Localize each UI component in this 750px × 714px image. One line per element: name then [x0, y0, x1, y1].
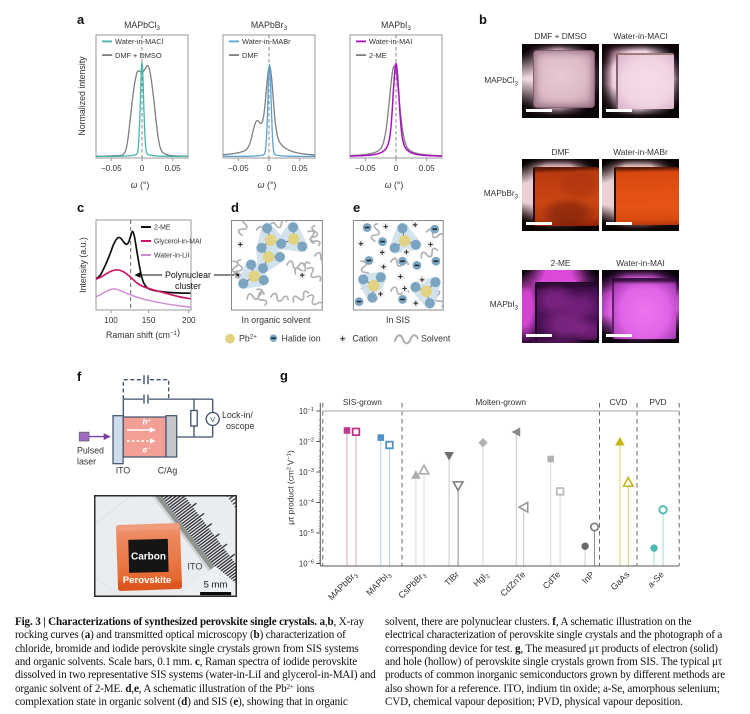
svg-text:Glycerol-in-MAI: Glycerol-in-MAI: [154, 239, 202, 246]
svg-text:Molten-grown: Molten-grown: [475, 397, 526, 407]
svg-text:0.05: 0.05: [165, 164, 181, 173]
svg-text:10−6: 10−6: [299, 559, 314, 568]
svg-text:MAPbBr3: MAPbBr3: [251, 20, 288, 32]
svg-text:C/Ag: C/Ag: [158, 466, 178, 476]
svg-text:Halide ion: Halide ion: [282, 334, 321, 344]
svg-text:MAPbI3: MAPbI3: [364, 569, 394, 599]
svg-text:ω (°): ω (°): [131, 180, 150, 190]
svg-text:ω (°): ω (°): [385, 180, 404, 190]
svg-text:Water-in-MACl: Water-in-MACl: [115, 37, 164, 46]
svg-text:−0.05: −0.05: [355, 164, 376, 173]
svg-text:Water-in-LiI: Water-in-LiI: [154, 253, 189, 260]
svg-text:Water-in-MABr: Water-in-MABr: [242, 37, 291, 46]
svg-text:μτ product (cm2 V−1): μτ product (cm2 V−1): [286, 450, 296, 525]
svg-text:oscope: oscope: [226, 421, 254, 431]
svg-text:0.05: 0.05: [292, 164, 308, 173]
svg-text:e−: e−: [143, 446, 152, 455]
svg-text:MAPbI3: MAPbI3: [381, 20, 411, 32]
svg-text:Raman shift (cm−1): Raman shift (cm−1): [106, 327, 180, 340]
svg-text:cluster: cluster: [175, 281, 201, 291]
svg-text:Cation: Cation: [352, 334, 378, 344]
svg-text:150: 150: [142, 316, 156, 325]
svg-text:DMF: DMF: [242, 51, 258, 60]
svg-text:−0.05: −0.05: [101, 164, 122, 173]
svg-text:10−4: 10−4: [299, 498, 314, 507]
svg-text:SIS-grown: SIS-grown: [343, 397, 382, 407]
svg-text:Perovskite: Perovskite: [123, 575, 172, 586]
svg-text:Pulsed: Pulsed: [77, 446, 104, 456]
svg-text:0.05: 0.05: [419, 164, 435, 173]
svg-text:Pb2+: Pb2+: [239, 334, 257, 344]
svg-text:CdTe: CdTe: [541, 569, 563, 591]
svg-text:Polynuclear: Polynuclear: [165, 270, 211, 280]
svg-text:DMF + DMSO: DMF + DMSO: [115, 51, 162, 60]
svg-text:2-ME: 2-ME: [369, 51, 387, 60]
svg-text:200: 200: [182, 316, 196, 325]
svg-text:CVD: CVD: [609, 397, 627, 407]
svg-text:0: 0: [267, 164, 272, 173]
svg-text:MAPbBr3: MAPbBr3: [326, 569, 361, 604]
svg-text:In SIS: In SIS: [386, 315, 410, 325]
svg-text:5 mm: 5 mm: [204, 580, 228, 591]
svg-text:Solvent: Solvent: [421, 334, 451, 344]
svg-text:Water-in-MAI: Water-in-MAI: [369, 37, 412, 46]
svg-text:TlBr: TlBr: [442, 569, 461, 588]
svg-text:a-Se: a-Se: [646, 569, 666, 589]
svg-text:HgI2: HgI2: [471, 569, 492, 590]
svg-text:Intensity (a.u.): Intensity (a.u.): [78, 237, 88, 293]
svg-text:100: 100: [104, 316, 118, 325]
svg-text:GaAs: GaAs: [609, 569, 632, 592]
svg-text:PVD: PVD: [649, 397, 666, 407]
svg-text:ITO: ITO: [116, 466, 131, 476]
svg-text:InP: InP: [580, 569, 597, 586]
svg-text:ITO: ITO: [187, 562, 202, 572]
svg-text:2-ME: 2-ME: [154, 225, 171, 232]
svg-text:laser: laser: [77, 457, 96, 467]
svg-text:V: V: [210, 415, 215, 424]
svg-text:Lock-in/: Lock-in/: [222, 410, 253, 420]
svg-text:Normalized intensity: Normalized intensity: [77, 56, 87, 136]
svg-text:MAPbCl3: MAPbCl3: [124, 20, 160, 32]
svg-text:h+: h+: [143, 418, 152, 427]
svg-text:10−1: 10−1: [299, 407, 314, 416]
svg-text:ω (°): ω (°): [258, 180, 277, 190]
svg-text:Carbon: Carbon: [131, 552, 166, 563]
svg-text:10−3: 10−3: [299, 468, 314, 477]
svg-text:CsPbBr3: CsPbBr3: [396, 569, 429, 602]
svg-text:0: 0: [140, 164, 145, 173]
svg-text:In organic solvent: In organic solvent: [242, 315, 312, 325]
svg-text:10−5: 10−5: [299, 529, 314, 538]
svg-text:10−2: 10−2: [299, 437, 314, 446]
svg-text:CdZnTe: CdZnTe: [498, 569, 527, 598]
svg-text:0: 0: [394, 164, 399, 173]
svg-text:−0.05: −0.05: [228, 164, 249, 173]
